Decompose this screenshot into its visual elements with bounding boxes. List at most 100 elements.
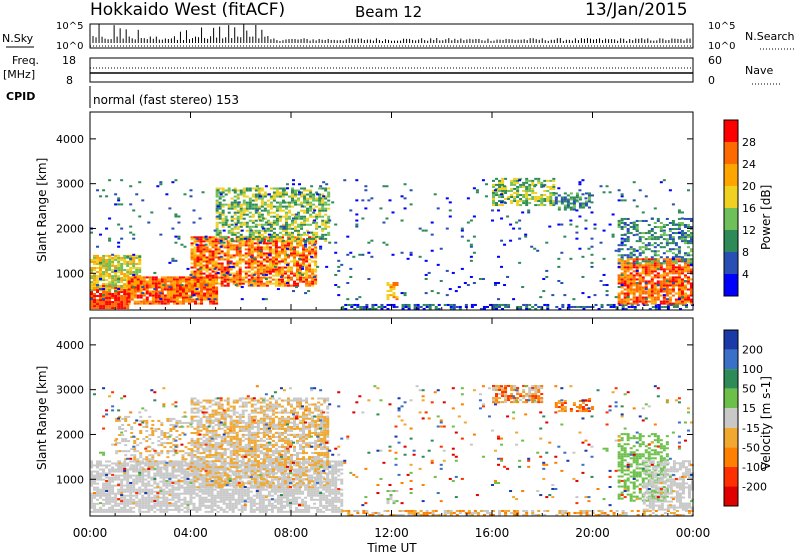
range-cell <box>525 177 529 180</box>
range-cell <box>683 276 687 279</box>
range-cell <box>280 268 284 271</box>
range-cell <box>300 227 304 230</box>
nsky-tick-bottom: 10^0 <box>56 41 83 52</box>
range-cell <box>623 294 627 297</box>
range-cell <box>259 246 263 249</box>
range-cell <box>254 187 258 190</box>
range-cell <box>141 506 145 509</box>
range-cell <box>644 258 648 261</box>
range-cell <box>680 256 684 259</box>
range-cell <box>200 286 204 289</box>
range-cell <box>540 183 544 186</box>
range-cell <box>315 205 319 208</box>
range-cell <box>217 266 221 269</box>
range-cell <box>638 264 642 267</box>
range-cell <box>497 298 501 301</box>
range-cell <box>650 302 654 305</box>
range-cell <box>293 262 297 265</box>
range-cell <box>160 294 164 297</box>
range-cell <box>271 240 275 243</box>
range-cell <box>187 280 191 283</box>
range-cell <box>492 303 495 306</box>
range-cell <box>650 228 654 231</box>
range-cell <box>99 476 103 479</box>
range-cell <box>626 217 630 220</box>
range-cell <box>244 244 248 247</box>
range-cell <box>271 278 275 281</box>
range-cell <box>522 183 526 186</box>
range-cell <box>495 305 499 308</box>
range-cell <box>327 203 331 206</box>
range-cell <box>283 272 287 275</box>
range-cell <box>177 468 181 471</box>
range-cell <box>102 254 106 257</box>
range-cell <box>507 195 511 199</box>
range-cell <box>293 272 297 275</box>
range-cell <box>321 199 325 202</box>
range-cell <box>355 199 359 202</box>
range-cell <box>186 508 190 511</box>
range-cell <box>123 258 127 261</box>
range-cell <box>495 202 499 205</box>
range-cell <box>144 500 148 503</box>
range-cell <box>199 246 203 249</box>
range-cell <box>257 197 261 200</box>
range-cell <box>629 251 633 254</box>
range-cell <box>195 488 199 491</box>
range-cell <box>388 199 392 202</box>
range-cell <box>120 266 124 270</box>
range-cell <box>96 301 100 304</box>
range-cell <box>232 248 236 251</box>
range-cell <box>99 289 103 292</box>
range-cell <box>223 246 227 249</box>
range-cell <box>650 300 654 303</box>
range-cell <box>656 264 660 267</box>
range-cell <box>403 183 407 186</box>
range-cell <box>93 488 97 491</box>
range-cell <box>534 200 538 203</box>
range-cell <box>151 292 155 295</box>
range-cell <box>250 254 254 257</box>
range-cell <box>114 301 118 304</box>
range-cell <box>689 217 693 220</box>
range-cell <box>108 510 112 513</box>
range-cell <box>102 275 106 278</box>
range-cell <box>171 486 175 489</box>
range-cell <box>324 225 328 228</box>
range-cell <box>175 298 179 301</box>
range-cell <box>202 258 206 261</box>
range-cell <box>644 256 648 259</box>
range-cell <box>516 200 520 203</box>
range-cell <box>528 303 532 306</box>
range-cell <box>135 474 139 477</box>
range-cell <box>117 262 121 265</box>
range-cell <box>96 478 100 481</box>
range-cell <box>201 476 205 479</box>
range-cell <box>641 260 645 263</box>
range-cell <box>349 251 353 254</box>
range-cell <box>126 472 130 475</box>
range-cell <box>202 244 206 247</box>
range-cell <box>311 268 315 271</box>
range-cell <box>117 288 121 291</box>
range-cell <box>659 288 663 291</box>
range-cell <box>374 303 378 306</box>
range-cell <box>256 282 260 285</box>
range-cell <box>114 500 118 503</box>
range-cell <box>132 498 136 501</box>
range-cell <box>120 301 124 304</box>
range-cell <box>215 223 219 226</box>
range-cell <box>139 278 143 281</box>
range-cell <box>281 229 285 232</box>
range-cell <box>162 492 166 495</box>
range-cell <box>641 246 645 249</box>
range-cell <box>321 227 325 230</box>
range-cell <box>665 260 669 263</box>
range-cell <box>207 504 211 507</box>
range-cell <box>135 466 139 469</box>
range-cell <box>215 221 219 224</box>
range-cell <box>466 197 470 200</box>
range-cell <box>289 242 293 245</box>
range-cell <box>267 193 271 196</box>
range-cell <box>635 302 639 305</box>
